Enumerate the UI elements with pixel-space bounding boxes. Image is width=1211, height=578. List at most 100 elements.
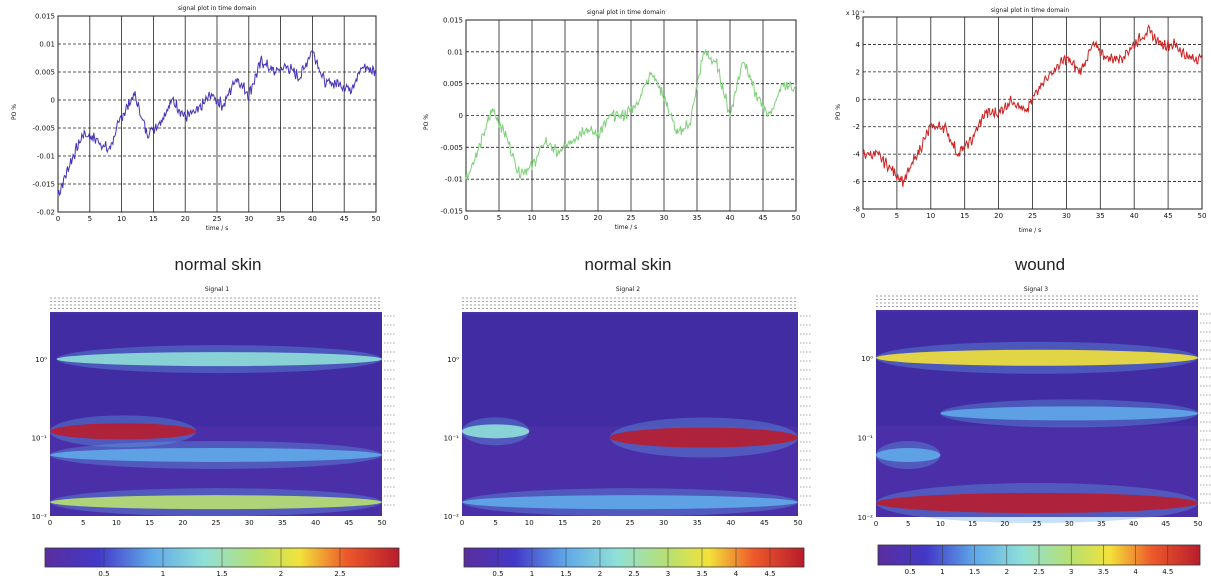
y-tick-label: 10⁻² bbox=[858, 514, 874, 522]
x-tick-label: 35 bbox=[278, 519, 287, 527]
x-tick-label: 0 bbox=[48, 519, 52, 527]
plot-title: signal plot in time domain bbox=[178, 5, 257, 12]
y-tick-label: -2 bbox=[853, 123, 860, 131]
x-tick-label: 5 bbox=[88, 215, 92, 223]
colorbar-tick-label: 3 bbox=[666, 570, 670, 578]
colorbar-tick-label: 1 bbox=[530, 570, 534, 578]
y-tick-label: 6 bbox=[856, 14, 861, 22]
y-tick-label: -0.01 bbox=[445, 176, 463, 184]
y-tick-label: 0.005 bbox=[35, 69, 55, 77]
plot-title: Signal 1 bbox=[205, 286, 229, 293]
x-tick-label: 5 bbox=[906, 520, 910, 528]
x-tick-label: 50 bbox=[1194, 520, 1203, 528]
x-tick-label: 15 bbox=[968, 520, 977, 528]
colorbar-tick-label: 2 bbox=[279, 570, 283, 578]
x-tick-label: 25 bbox=[1033, 520, 1042, 528]
y-tick-label: -0.01 bbox=[37, 153, 55, 161]
x-tick-label: 5 bbox=[493, 519, 497, 527]
colorbar-tick-label: 2 bbox=[598, 570, 602, 578]
colorbar-tick-label: 1 bbox=[940, 568, 944, 576]
y-tick-label: 10⁻² bbox=[444, 513, 460, 521]
x-tick-label: 20 bbox=[592, 519, 601, 527]
y-tick-label: 10⁰ bbox=[35, 356, 47, 364]
band-core bbox=[940, 406, 1198, 421]
y-tick-label: -0.005 bbox=[32, 125, 55, 133]
y-tick-label: 0.01 bbox=[39, 41, 55, 49]
band-core bbox=[50, 495, 382, 510]
plot-title: Signal 3 bbox=[1024, 286, 1048, 293]
x-tick-label: 5 bbox=[497, 214, 501, 222]
y-axis-label: PO % bbox=[11, 104, 18, 120]
colorbar-tick-label: 2.5 bbox=[334, 570, 345, 578]
x-tick-label: 50 bbox=[378, 519, 387, 527]
colorbar-tick-label: 2 bbox=[1005, 568, 1009, 576]
y-tick-label: -4 bbox=[853, 151, 861, 159]
x-tick-label: 25 bbox=[213, 215, 222, 223]
y-tick-label: 10⁻¹ bbox=[444, 435, 460, 443]
x-tick-label: 40 bbox=[726, 214, 735, 222]
signal-plot-normal-skin-2: signal plot in time domain time / s PO %… bbox=[423, 9, 800, 231]
y-tick-label: 0.015 bbox=[35, 13, 55, 21]
caption-wound: wound bbox=[1014, 255, 1065, 274]
x-tick-label: 35 bbox=[276, 215, 285, 223]
x-tick-label: 10 bbox=[528, 214, 537, 222]
x-tick-label: 50 bbox=[1198, 212, 1207, 220]
band-core bbox=[876, 349, 1198, 366]
colorbar-tick-label: 4 bbox=[734, 570, 739, 578]
x-tick-label: 15 bbox=[145, 519, 154, 527]
band-core bbox=[462, 424, 530, 439]
x-tick-label: 10 bbox=[117, 215, 126, 223]
y-tick-label: 2 bbox=[856, 68, 860, 76]
colorbar-tick-label: 1.5 bbox=[969, 568, 980, 576]
y-axis-exponent: x 10⁻⁴ bbox=[846, 10, 865, 17]
x-tick-label: 15 bbox=[561, 214, 570, 222]
x-tick-label: 40 bbox=[311, 519, 320, 527]
y-tick-label: -0.015 bbox=[440, 208, 463, 216]
x-tick-label: 50 bbox=[792, 214, 801, 222]
colorbar-tick-label: 0.5 bbox=[98, 570, 109, 578]
y-tick-label: -8 bbox=[853, 206, 860, 214]
x-tick-label: 0 bbox=[56, 215, 60, 223]
x-tick-label: 10 bbox=[112, 519, 121, 527]
x-tick-label: 20 bbox=[994, 212, 1003, 220]
colorbar-tick-label: 1 bbox=[161, 570, 165, 578]
y-tick-label: 0.01 bbox=[447, 48, 463, 56]
x-tick-label: 0 bbox=[464, 214, 468, 222]
x-tick-label: 20 bbox=[178, 519, 187, 527]
colorbar-tick-label: 4.5 bbox=[764, 570, 775, 578]
series-line bbox=[57, 48, 377, 197]
band-core bbox=[876, 492, 1198, 513]
band-core bbox=[609, 427, 798, 448]
x-tick-label: 10 bbox=[525, 519, 534, 527]
y-tick-label: 0 bbox=[459, 112, 463, 120]
wavelet-plot-signal-2: Signal 2 10⁰ 10⁻¹ 10⁻²0 5 10 15 20 25 30 35 40 45 50… bbox=[444, 286, 812, 578]
y-tick-label: -6 bbox=[853, 178, 861, 186]
x-tick-label: 30 bbox=[1065, 520, 1074, 528]
x-tick-label: 40 bbox=[308, 215, 317, 223]
x-tick-label: 15 bbox=[558, 519, 567, 527]
x-tick-label: 30 bbox=[659, 519, 668, 527]
colorbar-tick-label: 1.5 bbox=[560, 570, 571, 578]
x-tick-label: 5 bbox=[81, 519, 85, 527]
band-core bbox=[56, 352, 382, 367]
x-tick-label: 0 bbox=[460, 519, 464, 527]
x-tick-label: 0 bbox=[874, 520, 878, 528]
background-band bbox=[462, 314, 798, 427]
x-tick-label: 40 bbox=[726, 519, 735, 527]
x-tick-label: 10 bbox=[936, 520, 945, 528]
caption-normal-skin-2: normal skin bbox=[585, 255, 672, 274]
colorbar-tick-label: 0.5 bbox=[492, 570, 503, 578]
x-tick-label: 25 bbox=[627, 214, 636, 222]
plot-title: signal plot in time domain bbox=[587, 9, 666, 16]
colorbar-tick-label: 3 bbox=[1069, 568, 1073, 576]
x-axis-label: time / s bbox=[206, 225, 229, 232]
x-tick-label: 35 bbox=[693, 214, 702, 222]
plot-title: signal plot in time domain bbox=[991, 7, 1070, 14]
y-tick-label: 10⁻¹ bbox=[32, 435, 48, 443]
x-tick-label: 45 bbox=[1161, 520, 1170, 528]
y-axis-label: PO % bbox=[835, 104, 842, 120]
y-tick-label: 10⁰ bbox=[447, 356, 459, 364]
x-tick-label: 25 bbox=[212, 519, 221, 527]
y-tick-label: 4 bbox=[856, 41, 861, 49]
